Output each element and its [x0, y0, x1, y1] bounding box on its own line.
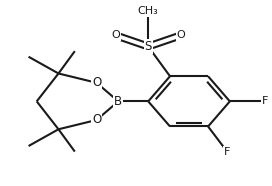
Text: O: O [177, 30, 185, 40]
Text: CH₃: CH₃ [138, 6, 159, 16]
Text: B: B [114, 95, 122, 108]
Text: O: O [92, 113, 101, 126]
Text: F: F [224, 147, 230, 157]
Text: O: O [92, 76, 101, 89]
Text: O: O [111, 30, 120, 40]
Text: S: S [144, 40, 152, 53]
Text: F: F [262, 96, 268, 106]
